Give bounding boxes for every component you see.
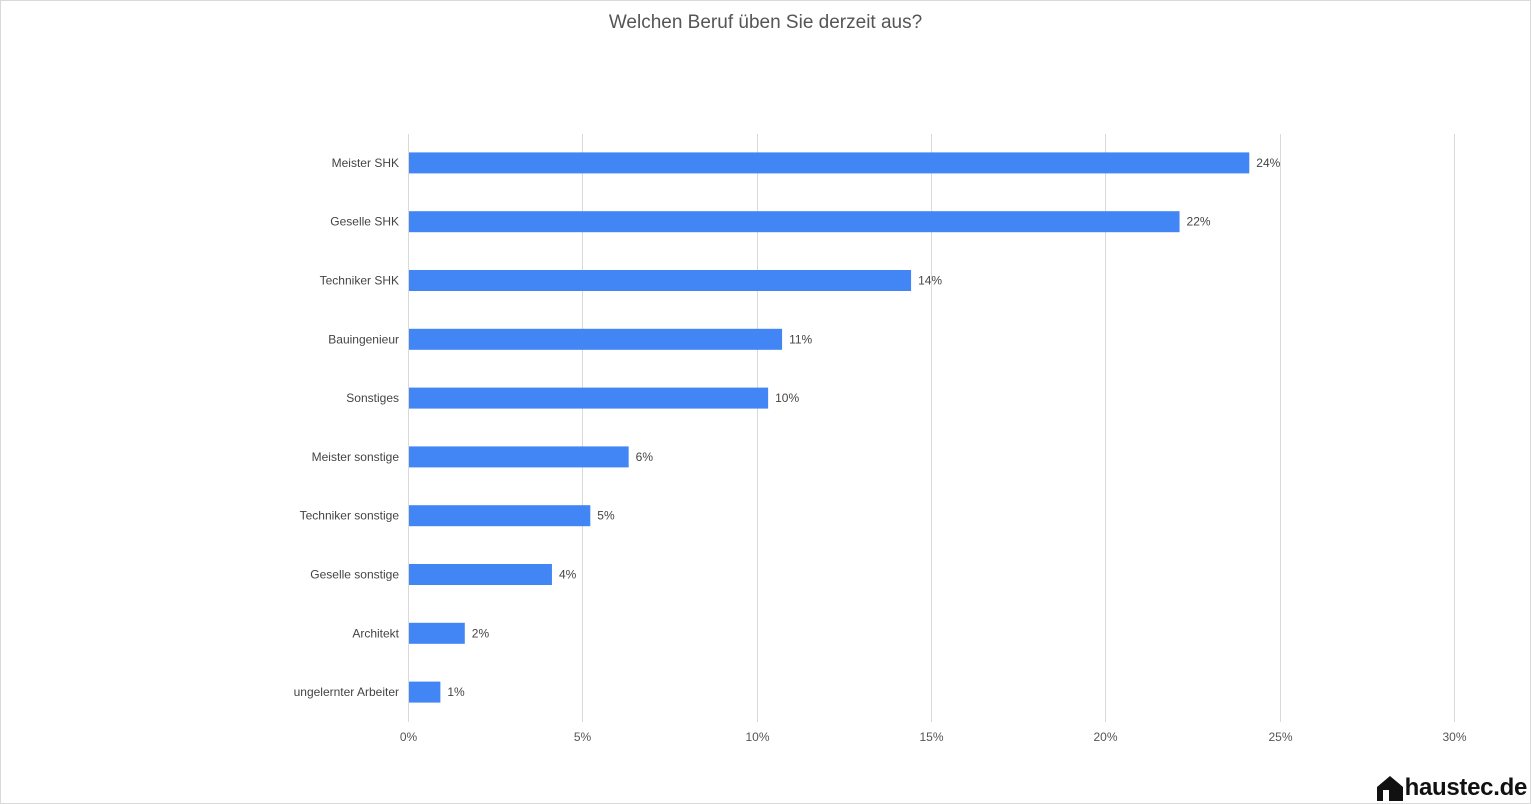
bar (409, 622, 465, 644)
bar (409, 681, 441, 703)
bar (409, 328, 783, 350)
data-label: 6% (636, 450, 654, 464)
category-label: Meister SHK (332, 156, 399, 170)
bar (409, 152, 1250, 174)
data-label: 4% (559, 568, 577, 582)
bar (409, 387, 769, 409)
house-icon (1376, 776, 1403, 801)
category-label: Techniker SHK (320, 274, 399, 288)
data-label: 1% (447, 685, 465, 699)
x-tick-label: 25% (1268, 730, 1292, 744)
brand-logo-text: haustec.de (1404, 774, 1528, 801)
data-label: 22% (1187, 215, 1211, 229)
category-label: Sonstiges (346, 391, 399, 405)
data-label: 2% (472, 626, 490, 640)
category-label: Geselle SHK (330, 215, 399, 229)
data-label: 10% (775, 391, 799, 405)
bar (409, 446, 629, 468)
bar (409, 211, 1180, 233)
x-tick-label: 0% (400, 730, 418, 744)
x-tick-label: 20% (1093, 730, 1117, 744)
x-tick-label: 15% (919, 730, 943, 744)
category-label: Bauingenieur (328, 332, 399, 346)
x-tick-label: 5% (574, 730, 592, 744)
category-label: Geselle sonstige (310, 568, 399, 582)
x-tick-label: 10% (745, 730, 769, 744)
data-label: 14% (918, 274, 942, 288)
data-label: 11% (789, 332, 812, 346)
category-label: Meister sonstige (312, 450, 400, 464)
bar (409, 270, 912, 291)
x-tick-label: 30% (1442, 730, 1466, 744)
category-label: Architekt (352, 626, 399, 640)
data-label: 5% (597, 509, 615, 523)
brand-logo: haustec.de (1375, 774, 1527, 802)
category-label: ungelernter Arbeiter (294, 685, 399, 699)
bar (409, 505, 591, 527)
chart-title: Welchen Beruf üben Sie derzeit aus? (608, 12, 923, 33)
bar (409, 564, 552, 585)
data-label: 24% (1256, 156, 1280, 170)
category-label: Techniker sonstige (300, 509, 400, 523)
